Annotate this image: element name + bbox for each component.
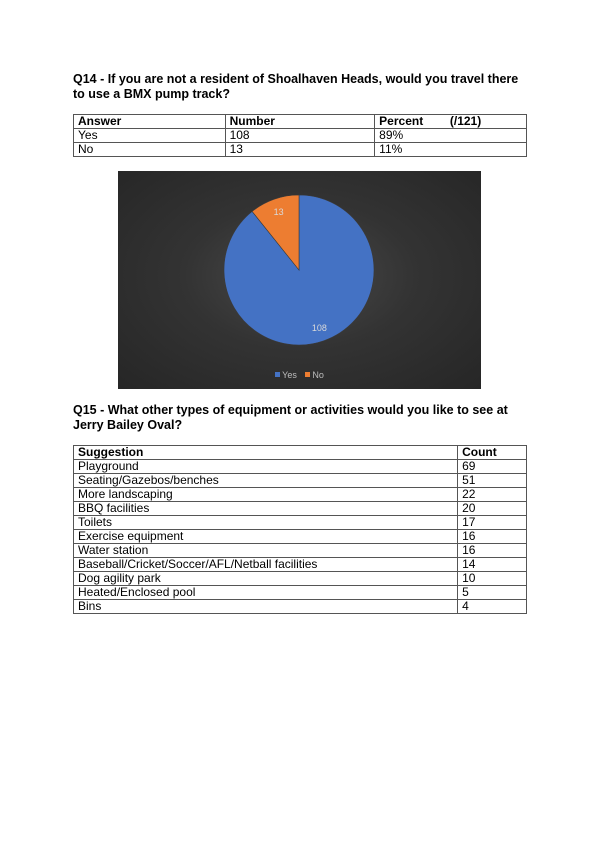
cell-count: 5 [457,585,527,600]
cell-count: 51 [457,473,527,488]
pie-chart: 108 13 Yes No [118,171,481,389]
table-row: No 13 11% [73,142,527,157]
cell-suggestion: Seating/Gazebos/benches [72,473,459,488]
cell-count: 17 [457,515,527,530]
cell-number: 13 [224,142,376,157]
pie-data-label-no: 13 [274,207,284,217]
cell-suggestion: Heated/Enclosed pool [72,585,459,600]
cell-suggestion: Baseball/Cricket/Soccer/AFL/Netball faci… [72,557,459,572]
header-answer: Answer [73,114,226,129]
cell-suggestion: BBQ facilities [72,501,459,516]
cell-suggestion: More landscaping [72,487,459,502]
table-row: Seating/Gazebos/benches 51 [72,473,527,488]
table-row: Playground 69 [72,459,527,474]
legend-swatch-no [305,372,311,377]
table-row: Yes 108 89% [73,128,527,143]
cell-number: 108 [224,128,376,143]
header-count: Count [457,445,527,460]
pie-chart-svg: 108 13 [223,194,375,346]
cell-count: 16 [457,543,527,558]
table-row: BBQ facilities 20 [72,501,527,516]
cell-count: 4 [457,599,527,614]
legend-item-yes: Yes [275,370,297,380]
q14-table: Answer Number Percent (/121) Yes 108 89%… [73,114,527,157]
cell-suggestion: Bins [72,599,459,614]
table-row: Exercise equipment 16 [72,529,527,544]
pie-data-label-yes: 108 [312,323,327,333]
table-row: Baseball/Cricket/Soccer/AFL/Netball faci… [72,557,527,572]
cell-count: 16 [457,529,527,544]
q15-table: Suggestion Count Playground 69 Seating/Gaz… [72,445,527,614]
chart-legend: Yes No [118,370,481,380]
cell-count: 69 [457,459,527,474]
legend-item-no: No [305,370,324,380]
cell-suggestion: Water station [72,543,459,558]
legend-label-yes: Yes [282,370,297,380]
cell-count: 14 [457,557,527,572]
q14-title: Q14 - If you are not a resident of Shoal… [73,72,519,101]
table-header-row: Answer Number Percent (/121) [73,114,527,129]
cell-suggestion: Exercise equipment [72,529,459,544]
header-percent: Percent (/121) [374,114,527,129]
table-row: Bins 4 [72,599,527,614]
cell-suggestion: Toilets [72,515,459,530]
cell-count: 20 [457,501,527,516]
cell-count: 10 [457,571,527,586]
pie-slice-no [251,194,300,271]
table-row: Heated/Enclosed pool 5 [72,585,527,600]
cell-answer: Yes [73,128,226,143]
cell-percent: 89% [374,128,527,143]
q15-title: Q15 - What other types of equipment or a… [73,403,508,432]
cell-percent: 11% [374,142,527,157]
cell-answer: No [73,142,226,157]
table-header-row: Suggestion Count [72,445,527,460]
table-row: More landscaping 22 [72,487,527,502]
cell-count: 22 [457,487,527,502]
header-number: Number [224,114,376,129]
legend-label-no: No [312,370,324,380]
table-row: Toilets 17 [72,515,527,530]
cell-suggestion: Dog agility park [72,571,459,586]
table-row: Water station 16 [72,543,527,558]
table-row: Dog agility park 10 [72,571,527,586]
legend-swatch-yes [275,372,281,377]
header-suggestion: Suggestion [72,445,459,460]
cell-suggestion: Playground [72,459,459,474]
